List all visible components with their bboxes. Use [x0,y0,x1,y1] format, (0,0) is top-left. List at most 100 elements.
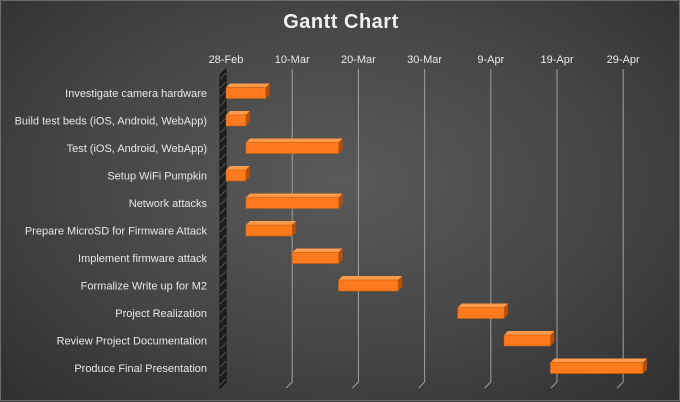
gantt-bar-front [225,87,267,99]
axis-wall-hatch [219,126,227,134]
gantt-bar-side [504,303,509,319]
gantt-bar-front [245,197,339,209]
gantt-bar-front [550,362,644,374]
gantt-bar-side [292,221,297,236]
x-tick-label: 9-Apr [477,54,504,66]
gantt-bar-front [225,169,247,182]
gridline-foot [418,381,425,389]
axis-wall-hatch [219,378,227,386]
axis-wall-hatch [219,333,227,341]
task-label: Network attacks [129,198,208,210]
gantt-bar-top [245,193,343,198]
axis-wall-hatch [219,189,227,197]
axis-wall-hatch [219,162,227,170]
axis-wall-hatch [219,270,227,278]
task-label: Setup WiFi Pumpkin [107,171,207,183]
gridline-foot [285,381,293,389]
gantt-bar-top [226,166,250,170]
axis-wall-hatch [219,72,227,80]
task-label: Build test beds (iOS, Android, WebApp) [15,116,207,128]
axis-wall-hatch [219,324,227,332]
gridline-foot [484,381,492,389]
gantt-bar-side [338,193,343,209]
axis-wall-hatch [219,243,227,251]
gantt-bar [457,303,509,319]
axis-wall-hatch [219,315,227,323]
gantt-bar-top [226,111,250,115]
task-label: Formalize Write up for M2 [81,281,207,293]
task-label: Project Realization [115,308,207,320]
x-tick-label: 20-Mar [341,54,376,66]
axis-wall-hatch [219,171,227,179]
gantt-bar-front [291,252,339,264]
gantt-bar-side [338,138,343,154]
axis-wall-hatch [219,153,227,161]
axis-wall-hatch [219,216,227,224]
axis-wall-hatch [219,252,227,260]
x-tick-label: 28-Feb [209,54,244,66]
axis-wall-hatch [219,297,227,305]
gantt-bar-side [245,111,250,126]
gantt-bar [245,221,297,237]
gantt-bar-top [504,331,555,335]
axis-wall-hatch [219,351,227,359]
gantt-bar [503,331,555,347]
gantt-bar-side [265,83,270,99]
axis-wall-hatch [219,144,227,152]
gantt-bar-front [503,334,551,347]
gantt-bar-front [245,224,293,237]
axis-wall-hatch [219,369,227,377]
axis-wall-hatch [219,207,227,215]
axis-wall-hatch [219,306,227,314]
gantt-bar [550,358,648,374]
gantt-bar-side [550,331,555,346]
axis-wall-hatch [219,180,227,188]
gantt-bar [291,248,343,264]
gantt-bar [225,111,250,127]
gantt-bar-front [457,307,505,319]
axis-wall-hatch [219,234,227,242]
task-label: Investigate camera hardware [65,88,207,100]
gantt-bar [245,138,343,154]
x-tick-label: 30-Mar [407,54,442,66]
gantt-bar-top [226,83,270,88]
axis-wall-hatch [219,279,227,287]
gantt-bar-front [245,142,339,154]
gantt-bar-side [338,248,343,264]
x-tick-label: 10-Mar [275,54,310,66]
gridline-foot [352,381,359,389]
task-label: Review Project Documentation [57,336,207,348]
gantt-bar [245,193,343,209]
axis-wall-hatch [219,342,227,350]
chart-title: Gantt Chart [283,11,399,33]
x-tick-label: 19-Apr [540,54,573,66]
axis-wall-hatch [219,81,227,89]
gantt-bar-top [338,276,403,280]
task-label: Test (iOS, Android, WebApp) [67,143,207,155]
gantt-bar-front [338,279,399,292]
gantt-bar-top [292,248,343,253]
gantt-bar-side [398,276,403,291]
gridline-foot [616,381,624,389]
axis-wall-hatch [219,99,227,107]
gantt-bar-side [643,358,648,374]
axis-wall-hatch [219,108,227,116]
axis-wall-hatch [219,117,227,125]
task-label: Implement firmware attack [78,253,207,265]
gantt-bar-top [245,221,297,225]
task-label: Produce Final Presentation [74,363,207,375]
gantt-bar-side [245,166,250,181]
gantt-bar [225,83,270,99]
axis-wall-hatch [219,288,227,296]
axis-wall-hatch [219,90,227,98]
gantt-bar-top [457,303,509,308]
axis-wall-hatch [219,225,227,233]
gantt-bar [338,276,403,292]
gantt-bar-top [550,358,648,363]
gantt-bar [225,166,250,182]
axis-wall-hatch [219,261,227,269]
axis-wall-hatch [219,360,227,368]
axis-wall-hatch [219,198,227,206]
